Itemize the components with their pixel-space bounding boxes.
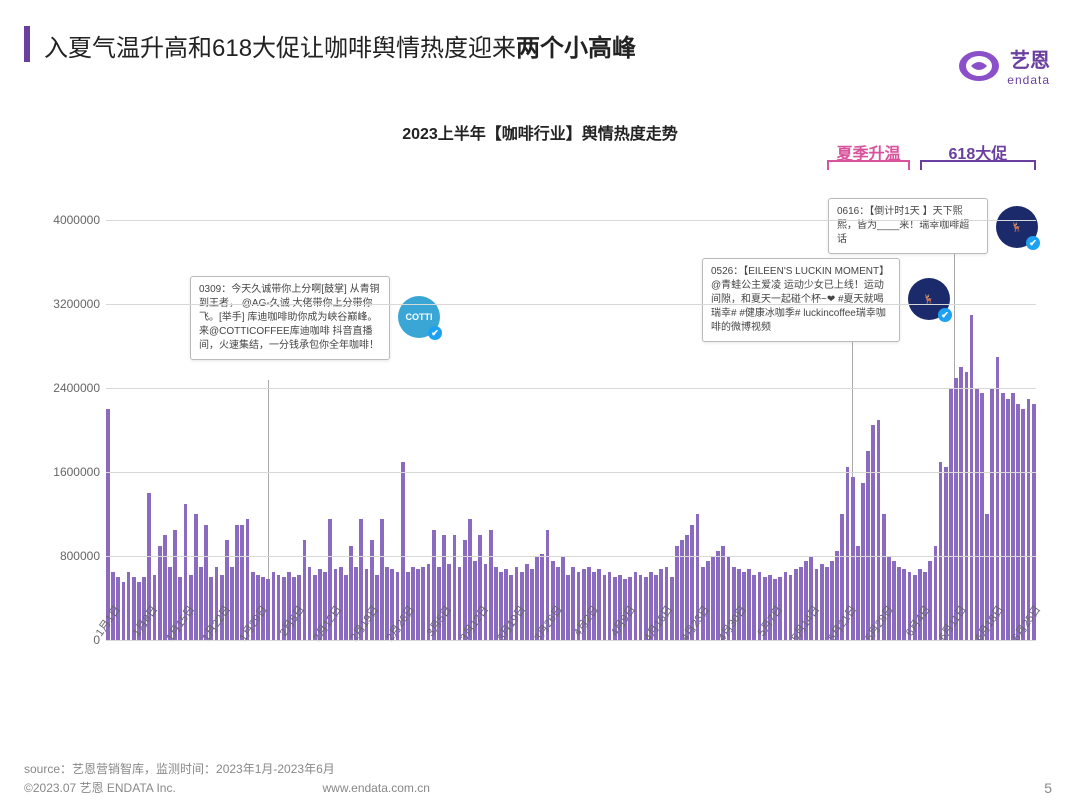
title-plain: 入夏气温升高和618大促让咖啡舆情热度迎来	[44, 35, 516, 62]
accent-bar	[24, 26, 30, 62]
x-tick-label: 4月16日	[640, 602, 676, 644]
y-tick-label: 3200000	[40, 297, 100, 311]
x-tick-label: 1月15日	[161, 602, 197, 644]
logo-cn: 艺恩	[1007, 44, 1050, 73]
x-tick-label: 3月26日	[529, 602, 565, 644]
x-tick-label: 5月7日	[754, 602, 787, 639]
x-tick-label: 3月19日	[493, 602, 529, 644]
slide-header: 入夏气温升高和618大促让咖啡舆情热度迎来两个小高峰 艺恩 endata	[0, 24, 1080, 84]
bracket-label: 夏季升温	[827, 140, 911, 164]
y-tick-label: 1600000	[40, 465, 100, 479]
x-tick-label: 6月4日	[901, 602, 934, 639]
x-tick-label: 2月5日	[275, 602, 308, 639]
logo-icon	[957, 49, 1001, 83]
x-tick-label: 4月30日	[713, 602, 749, 644]
bars-container	[106, 220, 1036, 640]
x-tick-label: 6月25日	[1008, 602, 1044, 644]
x-tick-label: 5月28日	[861, 602, 897, 644]
brackets-layer: 夏季升温 618大促	[106, 160, 1036, 200]
x-tick-label: 1月22日	[198, 602, 234, 644]
grid-line	[106, 388, 1036, 389]
plot-area: 1月1日1月8日1月15日1月22日1月29日2月5日2月12日2月19日2月2…	[106, 220, 1036, 640]
x-tick-label: 1月8日	[128, 602, 161, 639]
y-tick-label: 2400000	[40, 381, 100, 395]
x-tick-label: 3月12日	[456, 602, 492, 644]
x-tick-label: 2月26日	[382, 602, 418, 644]
x-tick-label: 4月23日	[677, 602, 713, 644]
footer-copyright: ©2023.07 艺恩 ENDATA Inc. www.endata.com.c…	[24, 779, 430, 798]
footer: source：艺恩营销智库，监测时间：2023年1月-2023年6月 ©2023…	[24, 760, 430, 798]
x-tick-label: 5月21日	[824, 602, 860, 644]
x-tick-label: 1月29日	[235, 602, 271, 644]
y-tick-label: 800000	[40, 549, 100, 563]
x-tick-label: 2月19日	[345, 602, 381, 644]
x-tick-label: 6月11日	[935, 602, 971, 644]
x-tick-label: 6月18日	[971, 602, 1007, 644]
bar	[970, 315, 974, 641]
endata-logo: 艺恩 endata	[957, 44, 1050, 87]
page-title: 入夏气温升高和618大促让咖啡舆情热度迎来两个小高峰	[44, 28, 636, 63]
period-bracket: 夏季升温	[827, 160, 911, 170]
page-number: 5	[1044, 780, 1052, 796]
x-tick-label: 2月12日	[309, 602, 345, 644]
period-bracket: 618大促	[920, 160, 1036, 170]
bracket-label: 618大促	[920, 140, 1036, 164]
chart-title: 2023上半年【咖啡行业】舆情热度走势	[0, 120, 1080, 144]
x-tick-label: 5月14日	[787, 602, 823, 644]
y-tick-label: 4000000	[40, 213, 100, 227]
x-tick-label: 4月9日	[607, 602, 640, 639]
x-tick-label: 3月5日	[423, 602, 456, 639]
grid-line	[106, 640, 1036, 641]
footer-source: source：艺恩营销智库，监测时间：2023年1月-2023年6月	[24, 760, 430, 779]
grid-line	[106, 220, 1036, 221]
x-tick-label: 4月2日	[570, 602, 603, 639]
grid-line	[106, 472, 1036, 473]
title-bold: 两个小高峰	[516, 35, 636, 62]
bar-chart: 1月1日1月8日1月15日1月22日1月29日2月5日2月12日2月19日2月2…	[40, 200, 1050, 690]
grid-line	[106, 556, 1036, 557]
grid-line	[106, 304, 1036, 305]
y-tick-label: 0	[40, 633, 100, 647]
logo-en: endata	[1007, 73, 1050, 87]
